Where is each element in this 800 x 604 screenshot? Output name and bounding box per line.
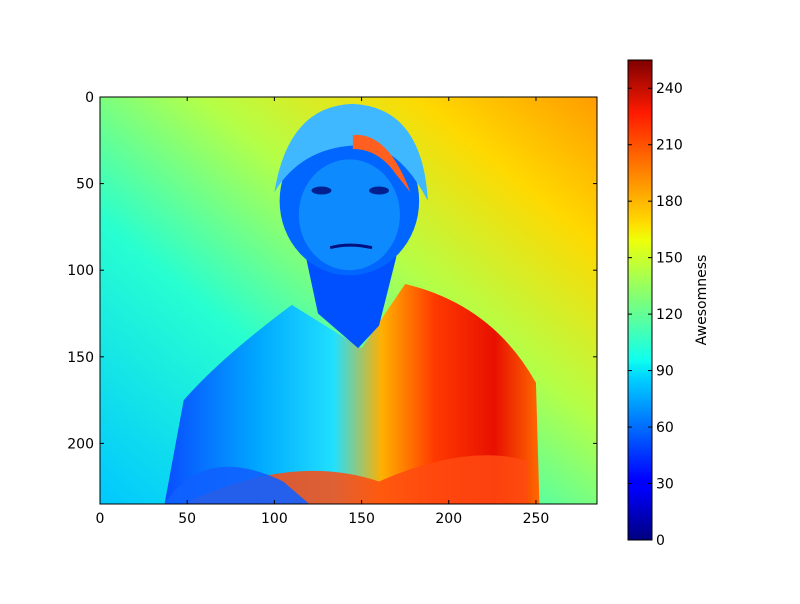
- colorbar-tick-label: 0: [656, 533, 665, 549]
- colorbar-tick-label: 150: [656, 251, 683, 267]
- colorbar-tick-label: 180: [656, 194, 683, 210]
- colorbar-label: Awesomness: [694, 255, 710, 346]
- colorbar-layer: 0 30 60 90 120 150 180 210 240 Awesomness: [627, 59, 710, 549]
- colorbar-tick-label: 30: [656, 477, 674, 493]
- colorbar-frame: [627, 59, 653, 541]
- colorbar: [628, 60, 652, 540]
- x-tick-label: 150: [348, 511, 375, 527]
- x-tick-label: 0: [96, 511, 105, 527]
- x-tick-label: 200: [435, 511, 462, 527]
- x-tick-label: 250: [523, 511, 550, 527]
- colorbar-tick-label: 210: [656, 138, 683, 154]
- colorbar-tick-label: 90: [656, 364, 674, 380]
- y-tick-label: 200: [67, 436, 94, 452]
- y-tick-label: 150: [67, 350, 94, 366]
- axes-frame: [99, 96, 598, 505]
- y-tick-label: 0: [85, 90, 94, 106]
- y-tick-label: 50: [76, 177, 94, 193]
- colorbar-tick-label: 240: [656, 81, 683, 97]
- image-layer: [100, 97, 597, 504]
- heatmap-image: [100, 97, 597, 504]
- x-tick-label: 50: [178, 511, 196, 527]
- y-tick-label: 100: [67, 263, 94, 279]
- axes-layer: 0 50 100 150 200 250 0 50 100 150 200: [67, 90, 598, 527]
- x-tick-label: 100: [261, 511, 288, 527]
- colorbar-tick-label: 60: [656, 420, 674, 436]
- colorbar-tick-label: 120: [656, 307, 683, 323]
